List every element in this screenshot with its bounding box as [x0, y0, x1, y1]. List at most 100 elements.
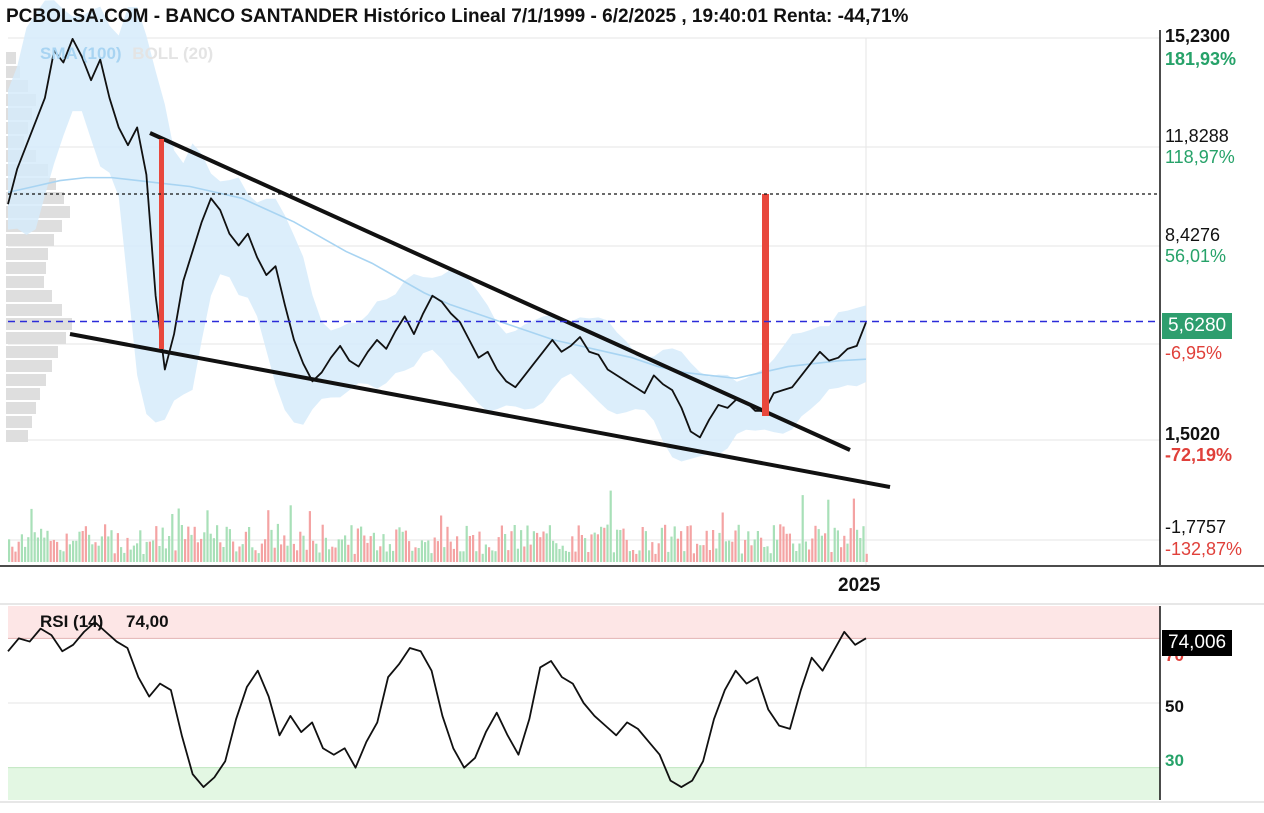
volume-bar [500, 525, 503, 562]
volume-bar [584, 538, 587, 562]
volume-bar [699, 545, 702, 562]
volume-bar [686, 526, 689, 562]
profile-bar-20 [6, 332, 66, 344]
volume-bar [542, 531, 545, 562]
volume-bar [536, 532, 539, 562]
volume-bar [689, 525, 692, 562]
volume-bar [264, 539, 267, 562]
volume-bar [494, 551, 497, 562]
volume-bar [49, 540, 52, 562]
volume-bar [644, 531, 647, 562]
volume-bar [241, 544, 244, 562]
volume-bar [564, 550, 567, 562]
volume-bar [347, 544, 350, 562]
volume-bar [84, 526, 87, 562]
volume-bar [312, 540, 315, 562]
volume-bar [657, 543, 660, 562]
volume-bar [670, 536, 673, 562]
volume-bar [459, 551, 462, 562]
volume-bar [353, 553, 356, 562]
volume-bar [683, 551, 686, 562]
profile-bar-26 [6, 416, 32, 428]
volume-bar [622, 528, 625, 562]
volume-bar [776, 539, 779, 562]
volume-bar [606, 524, 609, 562]
volume-bar [484, 544, 487, 562]
volume-bar [801, 495, 804, 562]
volume-bar [456, 536, 459, 562]
volume-bar [808, 549, 811, 562]
volume-bar [65, 533, 68, 562]
wedge-trendlines [69, 131, 891, 489]
volume-bar [420, 540, 423, 562]
profile-bar-18 [6, 304, 62, 316]
marker-right [762, 194, 769, 416]
volume-bar [600, 526, 603, 562]
volume-bar [257, 553, 260, 562]
price-line [7, 37, 867, 439]
volume-bar [27, 537, 30, 562]
volume-bar [52, 539, 55, 562]
volume-bar [417, 548, 420, 562]
volume-bar [612, 552, 615, 562]
volume-bar [769, 553, 772, 562]
profile-bar-17 [6, 290, 52, 302]
volume-bar [638, 550, 641, 562]
volume-bar [120, 547, 123, 562]
volume-bar [708, 550, 711, 562]
volume-bar [369, 536, 372, 562]
profile-bar-22 [6, 360, 52, 372]
volume-bar [33, 532, 36, 562]
volume-bar [116, 533, 119, 562]
volume-bar [814, 525, 817, 562]
volume-bar [392, 550, 395, 562]
volume-bar [132, 545, 135, 562]
profile-bar-21 [6, 346, 58, 358]
volume-bar [478, 531, 481, 562]
volume-bar [174, 550, 177, 562]
volume-bar [660, 527, 663, 562]
volume-bar [705, 530, 708, 562]
volume-bar [680, 531, 683, 562]
volume-bar [609, 490, 612, 562]
volume-bar [846, 543, 849, 562]
rsi-legend-label: RSI (14) [40, 612, 104, 631]
volume-bar [212, 538, 215, 562]
volume-bar [302, 535, 305, 562]
volume-bar [763, 547, 766, 562]
volume-bar [548, 525, 551, 562]
volume-bar [203, 532, 206, 562]
overbought-zone [8, 606, 1160, 639]
volume-bar [504, 534, 507, 562]
volume-bar [747, 531, 750, 562]
volume-bar [635, 553, 638, 562]
volume-bar [664, 524, 667, 562]
volume-bar [795, 551, 798, 562]
volume-bar [843, 535, 846, 562]
volume-bar [196, 542, 199, 562]
volume-bar [328, 549, 331, 562]
volume-bar [46, 530, 49, 562]
volume-bar [696, 543, 699, 562]
volume-bar [721, 512, 724, 562]
axis-pct-top: 181,93% [1165, 49, 1237, 69]
volume-bar [305, 549, 308, 562]
volume-bar [552, 540, 555, 562]
volume-bar [404, 530, 407, 562]
volume-bar [728, 540, 731, 562]
volume-bar [254, 550, 257, 562]
volume-bar [232, 541, 235, 562]
volume-bar [561, 545, 564, 562]
volume-bar [148, 541, 151, 562]
axis-pct-5: -132,87% [1165, 539, 1243, 559]
volume-bar [865, 553, 868, 562]
volume-bar [619, 530, 622, 562]
lower-trendline [69, 332, 891, 489]
volume-bar [414, 547, 417, 562]
volume-bar [11, 546, 14, 562]
volume-bar [520, 530, 523, 562]
profile-bar-25 [6, 402, 36, 414]
volume-bar [753, 539, 756, 562]
volume-bar [849, 528, 852, 562]
volume-bar [555, 543, 558, 562]
